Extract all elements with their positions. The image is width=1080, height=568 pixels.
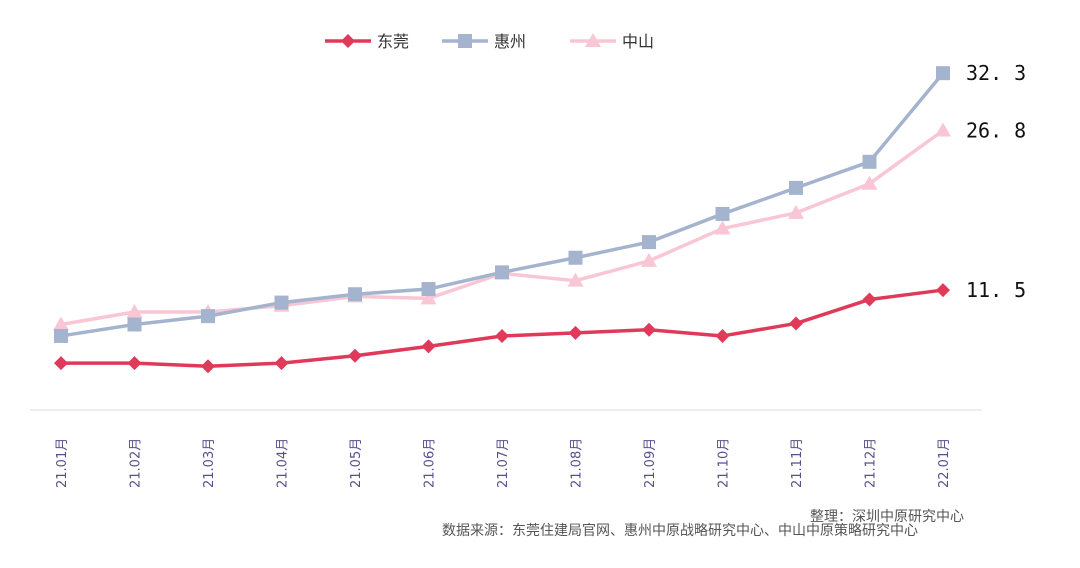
data-point-惠州-12: [862, 154, 877, 169]
x-tick-label: 22.01月: [937, 438, 952, 488]
data-point-中山-1: [53, 316, 69, 331]
data-point-东莞-10: [715, 328, 730, 343]
x-tick-label: 21.10月: [717, 438, 732, 488]
series-line-东莞: [61, 288, 944, 368]
data-point-惠州-1: [54, 328, 68, 343]
data-point-东莞-6: [421, 339, 436, 354]
data-point-中山-6: [420, 290, 437, 305]
data-point-中山-13: [935, 122, 951, 137]
x-tick-label: 21.08月: [570, 438, 585, 488]
data-point-中山-10: [714, 220, 731, 235]
legend-marker-惠州: [458, 34, 472, 48]
x-tick-label: 21.05月: [349, 438, 364, 488]
data-point-惠州-9: [642, 235, 656, 250]
x-tick-label: 21.03月: [202, 438, 217, 488]
x-tick-label: 21.12月: [864, 438, 879, 488]
data-point-惠州-10: [715, 206, 730, 221]
data-point-惠州-11: [789, 180, 803, 195]
legend-item-中山: 中山: [570, 32, 654, 51]
data-point-东莞-1: [54, 356, 68, 371]
data-point-东莞-3: [201, 359, 215, 374]
data-point-中山-8: [567, 272, 584, 287]
data-point-中山-11: [788, 204, 804, 219]
data-point-惠州-7: [495, 265, 509, 280]
credit-note: 整理：深圳中原研究中心: [810, 509, 964, 525]
data-point-惠州-13: [936, 66, 950, 81]
series-中山: [53, 122, 951, 331]
legend-label-惠州: 惠州: [494, 32, 526, 51]
series-line-中山: [60, 129, 945, 327]
data-point-东莞-2: [127, 356, 142, 371]
data-point-中山-12: [861, 175, 878, 190]
legend-item-东莞: 东莞: [325, 32, 409, 51]
data-point-东莞-9: [642, 322, 656, 337]
series-layer: [53, 66, 951, 374]
end-value-label-东莞: 11. 5: [966, 278, 1026, 302]
end-value-label-中山: 26. 8: [966, 119, 1026, 143]
series-惠州: [54, 66, 950, 343]
x-tick-label: 21.06月: [423, 438, 438, 488]
end-value-label-惠州: 32. 3: [966, 61, 1026, 85]
legend-marker-中山: [585, 33, 601, 47]
data-point-惠州-2: [127, 317, 142, 332]
x-tick-label: 21.04月: [276, 438, 291, 488]
data-point-惠州-8: [568, 250, 583, 265]
data-point-东莞-5: [348, 348, 362, 363]
data-point-东莞-4: [274, 356, 289, 371]
legend: 东莞 惠州 中山: [325, 32, 654, 51]
legend-label-中山: 中山: [622, 32, 654, 51]
data-point-东莞-11: [789, 316, 803, 331]
data-point-惠州-3: [201, 309, 215, 324]
x-tick-label: 21.07月: [496, 438, 511, 488]
data-point-东莞-12: [862, 292, 877, 307]
legend-item-惠州: 惠州: [442, 32, 526, 51]
x-tick-label: 21.01月: [55, 438, 70, 488]
data-point-中山-9: [641, 252, 657, 267]
data-point-中山-2: [126, 303, 143, 318]
x-tick-label: 21.09月: [643, 438, 658, 488]
series-东莞: [54, 283, 950, 374]
legend-marker-东莞: [341, 34, 355, 48]
data-point-惠州-5: [348, 287, 362, 302]
data-point-惠州-4: [274, 295, 289, 310]
data-point-东莞-13: [936, 283, 950, 298]
data-point-惠州-6: [421, 282, 436, 297]
source-note: 数据来源：东莞住建局官网、惠州中原战略研究中心、中山中原策略研究中心: [442, 523, 918, 539]
data-point-东莞-7: [495, 328, 509, 343]
series-line-惠州: [60, 72, 945, 338]
end-label-layer: 32. 3 26. 8 11. 5: [966, 61, 1026, 302]
data-point-东莞-8: [568, 325, 583, 340]
x-tick-label: 21.11月: [790, 438, 805, 488]
legend-label-东莞: 东莞: [377, 32, 409, 51]
x-tick-labels: 21.01月 21.02月 21.03月 21.04月 21.05月 21.06月 21.0…: [55, 438, 952, 488]
x-tick-label: 21.02月: [129, 438, 144, 488]
